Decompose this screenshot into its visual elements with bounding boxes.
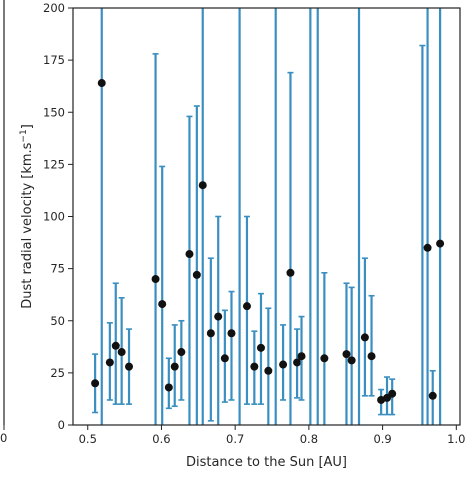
data-point <box>151 275 160 284</box>
data-point <box>360 333 369 342</box>
data-point <box>198 181 207 190</box>
data-point <box>293 358 302 367</box>
data-point <box>91 379 100 388</box>
data-point <box>220 354 229 363</box>
data-point <box>423 243 432 252</box>
x-axis-label: Distance to the Sun [AU] <box>186 455 347 470</box>
data-point <box>117 348 126 357</box>
x-tick-label: 0.6 <box>152 432 170 446</box>
data-point <box>170 362 179 371</box>
data-point <box>388 389 397 398</box>
data-point <box>256 343 265 352</box>
data-point <box>342 350 351 359</box>
data-point <box>297 352 306 361</box>
y-tick-label: 175 <box>43 53 65 67</box>
x-axis-ticks: 0.5 0.6 0.7 0.8 0.9 1.0 <box>79 425 465 446</box>
data-point <box>97 79 106 88</box>
x-tick-label: 1.0 <box>447 432 465 446</box>
y-tick-label: 150 <box>43 105 65 119</box>
data-point <box>428 391 437 400</box>
data-point <box>279 360 288 369</box>
y-tick-label: 50 <box>50 314 65 328</box>
data-point <box>320 354 329 363</box>
data-point <box>177 348 186 357</box>
y-tick-label: 0 <box>58 418 65 432</box>
y-tick-label: 25 <box>50 366 65 380</box>
data-point <box>367 352 376 361</box>
data-point <box>227 329 236 338</box>
plot-area <box>91 8 445 425</box>
x-tick-label: 0.7 <box>226 432 244 446</box>
data-point <box>250 362 259 371</box>
data-point <box>214 312 223 321</box>
data-point <box>192 270 201 279</box>
left-panel-tick-label: 0 <box>0 431 7 445</box>
x-tick-label: 0.5 <box>79 432 97 446</box>
y-axis-label-end: ] <box>20 124 35 129</box>
left-panel-edge: 0 <box>0 0 7 445</box>
data-point <box>185 250 194 259</box>
y-tick-label: 100 <box>43 210 65 224</box>
axes-frame <box>72 7 461 426</box>
data-point <box>158 300 167 309</box>
y-axis-label-main: Dust radial velocity [km.s <box>20 142 35 308</box>
y-tick-label: 125 <box>43 157 65 171</box>
y-tick-label: 200 <box>43 1 65 15</box>
y-axis-label: Dust radial velocity [km.s−1] <box>19 124 35 309</box>
y-axis-label-exponent: −1 <box>19 129 29 142</box>
y-axis-ticks: 0 25 50 75 100 125 150 175 200 <box>43 1 73 432</box>
data-point <box>206 329 215 338</box>
data-point <box>436 239 445 248</box>
x-tick-label: 0.8 <box>300 432 318 446</box>
data-point <box>164 383 173 392</box>
data-point <box>105 358 114 367</box>
data-point <box>111 341 120 350</box>
data-point <box>347 356 356 365</box>
data-point <box>242 302 251 311</box>
y-tick-label: 75 <box>50 262 65 276</box>
data-point <box>264 366 273 375</box>
data-point <box>125 362 134 371</box>
x-tick-label: 0.9 <box>373 432 391 446</box>
data-point <box>286 268 295 277</box>
